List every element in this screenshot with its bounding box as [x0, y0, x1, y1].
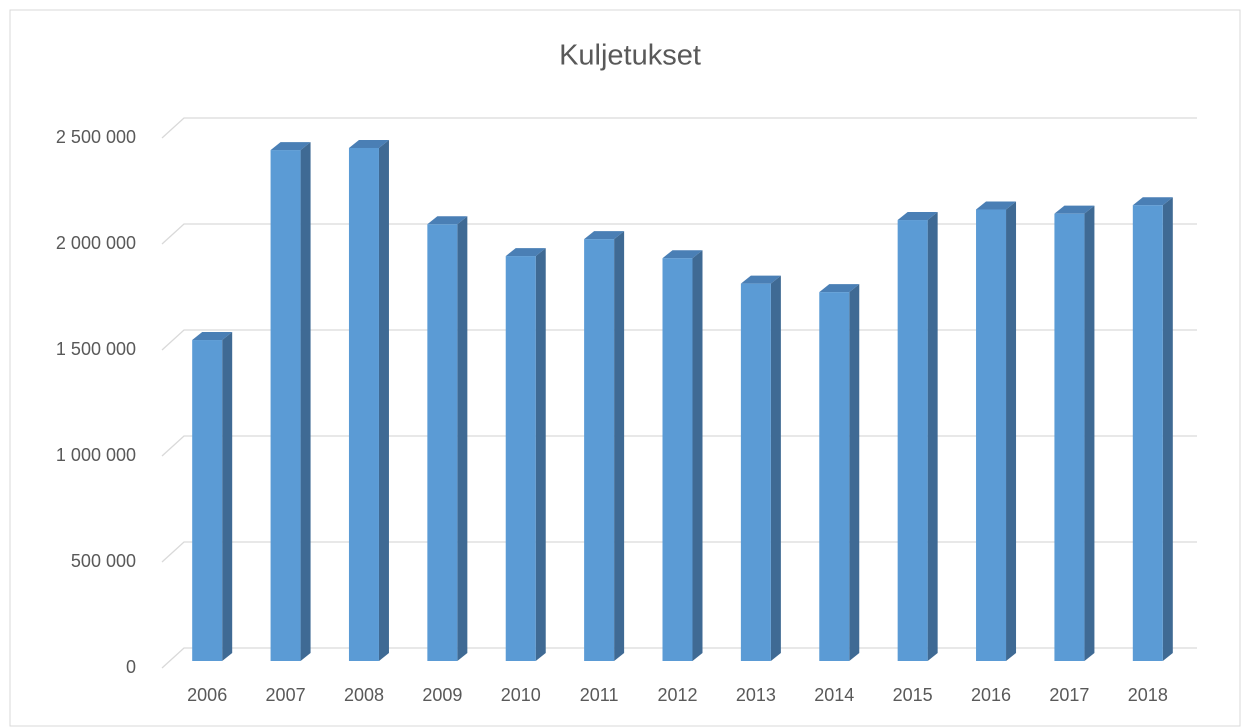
- x-tick-label: 2015: [893, 685, 933, 705]
- bar-top: [584, 231, 625, 240]
- x-tick-label: 2013: [736, 685, 776, 705]
- bar-front: [505, 256, 536, 661]
- y-tick-label: 500 000: [71, 551, 136, 571]
- bar-side: [300, 142, 311, 661]
- bar-top: [976, 201, 1017, 210]
- bar-top: [740, 275, 781, 284]
- x-tick-label: 2012: [657, 685, 697, 705]
- bar-front: [427, 224, 458, 661]
- bar-front: [740, 283, 771, 661]
- bar-front: [662, 258, 693, 661]
- bar-top: [270, 142, 311, 151]
- y-tick-label: 2 500 000: [56, 127, 136, 147]
- bar-side: [927, 212, 938, 662]
- bar-front: [192, 340, 223, 661]
- x-tick-label: 2014: [814, 685, 854, 705]
- bar-side: [692, 250, 703, 661]
- bar-side: [535, 248, 546, 661]
- bar-front: [1132, 205, 1163, 661]
- bar-top: [1054, 205, 1095, 214]
- y-tick-label: 2 000 000: [56, 233, 136, 253]
- bar-side: [1162, 197, 1173, 661]
- bar-front: [1054, 213, 1085, 661]
- bar-front: [897, 220, 928, 662]
- x-tick-label: 2011: [580, 685, 619, 705]
- bar: [192, 332, 233, 661]
- bar-top: [819, 284, 860, 293]
- bar-front: [270, 150, 301, 661]
- bar: [976, 201, 1017, 661]
- bar-side: [1084, 205, 1095, 661]
- y-tick-label: 1 000 000: [56, 445, 136, 465]
- x-tick-label: 2016: [971, 685, 1011, 705]
- bar: [1132, 197, 1173, 661]
- bar-front: [348, 147, 379, 661]
- bar: [348, 139, 389, 661]
- bar: [662, 250, 703, 661]
- grid-line: [161, 435, 1197, 457]
- bar: [505, 248, 546, 661]
- x-tick-label: 2007: [266, 685, 306, 705]
- bar-top: [662, 250, 703, 259]
- x-tick-label: 2009: [422, 685, 462, 705]
- bar: [584, 231, 625, 661]
- bar: [1054, 205, 1095, 661]
- grid-line: [161, 329, 1197, 351]
- bar-top: [1132, 197, 1173, 206]
- x-tick-label: 2010: [501, 685, 541, 705]
- bar-side: [1006, 201, 1017, 661]
- grid-line: [161, 117, 1197, 139]
- bar-top: [192, 332, 233, 341]
- bar-top: [348, 139, 389, 148]
- bar-side: [770, 275, 781, 661]
- bar-side: [457, 216, 468, 661]
- bar-side: [849, 284, 860, 661]
- bar-front: [819, 292, 850, 661]
- bar: [427, 216, 468, 661]
- bar: [740, 275, 781, 661]
- bar: [819, 284, 860, 661]
- bar-side: [378, 139, 389, 661]
- x-tick-label: 2017: [1049, 685, 1089, 705]
- x-tick-label: 2006: [187, 685, 227, 705]
- bar: [270, 142, 311, 661]
- bar-front: [976, 209, 1007, 661]
- bar-top: [427, 216, 468, 225]
- y-tick-label: 0: [126, 657, 136, 677]
- x-tick-label: 2008: [344, 685, 384, 705]
- bar: [897, 212, 938, 662]
- chart-title: Kuljetukset: [559, 40, 701, 72]
- x-tick-label: 2018: [1128, 685, 1168, 705]
- bar-front: [584, 239, 615, 661]
- y-tick-label: 1 500 000: [56, 339, 136, 359]
- bar-side: [614, 231, 625, 661]
- grid-line: [161, 647, 1197, 669]
- grid-line: [161, 541, 1197, 563]
- bar-top: [897, 212, 938, 221]
- grid-line: [161, 223, 1197, 245]
- bar-top: [505, 248, 546, 257]
- bar-side: [222, 332, 233, 661]
